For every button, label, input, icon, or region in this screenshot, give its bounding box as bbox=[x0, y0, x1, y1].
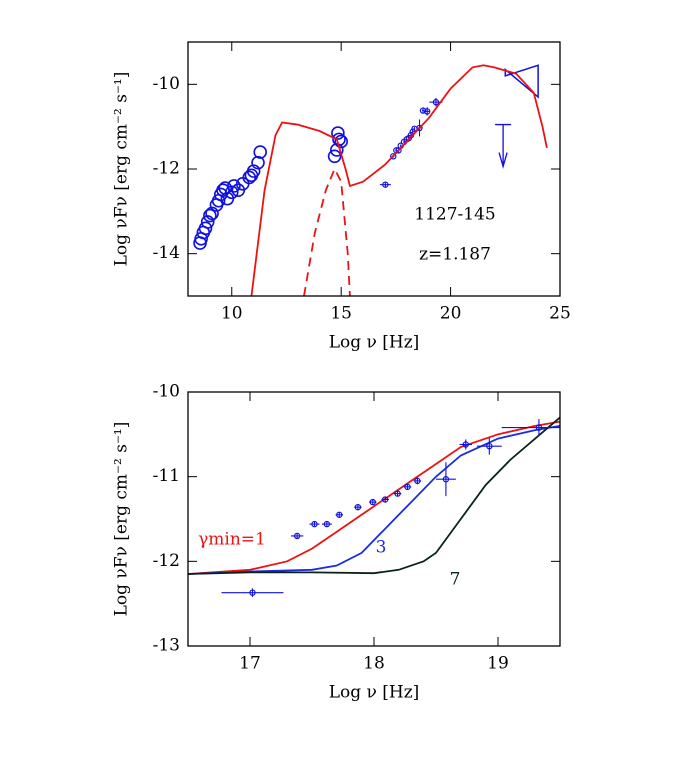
x-tick-label: 19 bbox=[487, 654, 509, 674]
curve-label: 3 bbox=[376, 538, 387, 558]
limit-arrow bbox=[498, 124, 508, 169]
y-tick-label: -10 bbox=[153, 382, 180, 402]
x-tick-label: 17 bbox=[239, 654, 261, 674]
x-axis-label: Log ν [Hz] bbox=[329, 333, 420, 353]
data-point bbox=[311, 520, 318, 528]
data-point bbox=[382, 181, 389, 188]
data-point bbox=[419, 107, 427, 114]
data-point bbox=[416, 124, 423, 132]
data-point bbox=[329, 143, 344, 157]
data-point bbox=[198, 221, 213, 236]
data-point bbox=[334, 134, 348, 149]
data-point bbox=[442, 476, 450, 483]
curve-label: 7 bbox=[450, 570, 461, 590]
data-point bbox=[394, 490, 401, 497]
data-point bbox=[293, 532, 301, 540]
data-point bbox=[246, 164, 261, 178]
data-point bbox=[414, 477, 421, 485]
data-point bbox=[205, 206, 219, 221]
axes-frame bbox=[187, 391, 561, 647]
curve-label: γmin=1 bbox=[198, 530, 266, 550]
data-point bbox=[253, 145, 268, 159]
plot-area bbox=[193, 64, 548, 296]
x-tick-label: 10 bbox=[221, 304, 243, 324]
data-point bbox=[200, 215, 215, 229]
y-axis-label: Log νFν [erg cm⁻² s⁻¹] bbox=[112, 422, 132, 617]
y-tick-label: -12 bbox=[153, 551, 180, 571]
model-curve bbox=[303, 166, 351, 296]
y-tick-label: -14 bbox=[153, 243, 180, 263]
data-point bbox=[224, 185, 239, 200]
x-axis-label: Log ν [Hz] bbox=[329, 683, 420, 703]
y-tick-label: -11 bbox=[153, 466, 180, 486]
plot-area bbox=[188, 416, 560, 597]
annotation: z=1.187 bbox=[419, 245, 491, 265]
data-point bbox=[323, 520, 331, 528]
annotation: 1127-145 bbox=[414, 205, 495, 225]
y-axis-label: Log νFν [erg cm⁻² s⁻¹] bbox=[112, 72, 132, 267]
data-point bbox=[336, 511, 343, 518]
model-curve bbox=[250, 64, 548, 296]
data-point bbox=[404, 483, 411, 491]
data-point bbox=[369, 498, 376, 506]
data-point bbox=[432, 98, 440, 106]
data-point bbox=[486, 442, 493, 450]
data-point bbox=[227, 179, 241, 193]
axes-frame bbox=[187, 41, 561, 297]
data-point bbox=[390, 153, 397, 160]
data-point bbox=[381, 496, 389, 503]
model-curve bbox=[188, 420, 560, 575]
data-point bbox=[354, 503, 362, 511]
x-tick-label: 25 bbox=[549, 304, 571, 324]
model-curve bbox=[188, 416, 560, 575]
y-tick-label: -10 bbox=[153, 74, 180, 94]
data-point bbox=[535, 424, 543, 431]
data-point bbox=[462, 441, 469, 448]
x-tick-label: 20 bbox=[440, 304, 462, 324]
data-point bbox=[251, 155, 265, 170]
data-point bbox=[203, 208, 217, 223]
model-curve bbox=[188, 424, 560, 575]
data-point bbox=[249, 589, 256, 596]
data-point bbox=[331, 126, 345, 140]
x-tick-label: 15 bbox=[330, 304, 352, 324]
bowtie bbox=[504, 64, 539, 99]
y-tick-label: -13 bbox=[153, 636, 180, 656]
x-tick-label: 18 bbox=[363, 654, 385, 674]
y-tick-label: -12 bbox=[153, 159, 180, 179]
data-point bbox=[423, 108, 431, 115]
data-point bbox=[327, 149, 342, 164]
